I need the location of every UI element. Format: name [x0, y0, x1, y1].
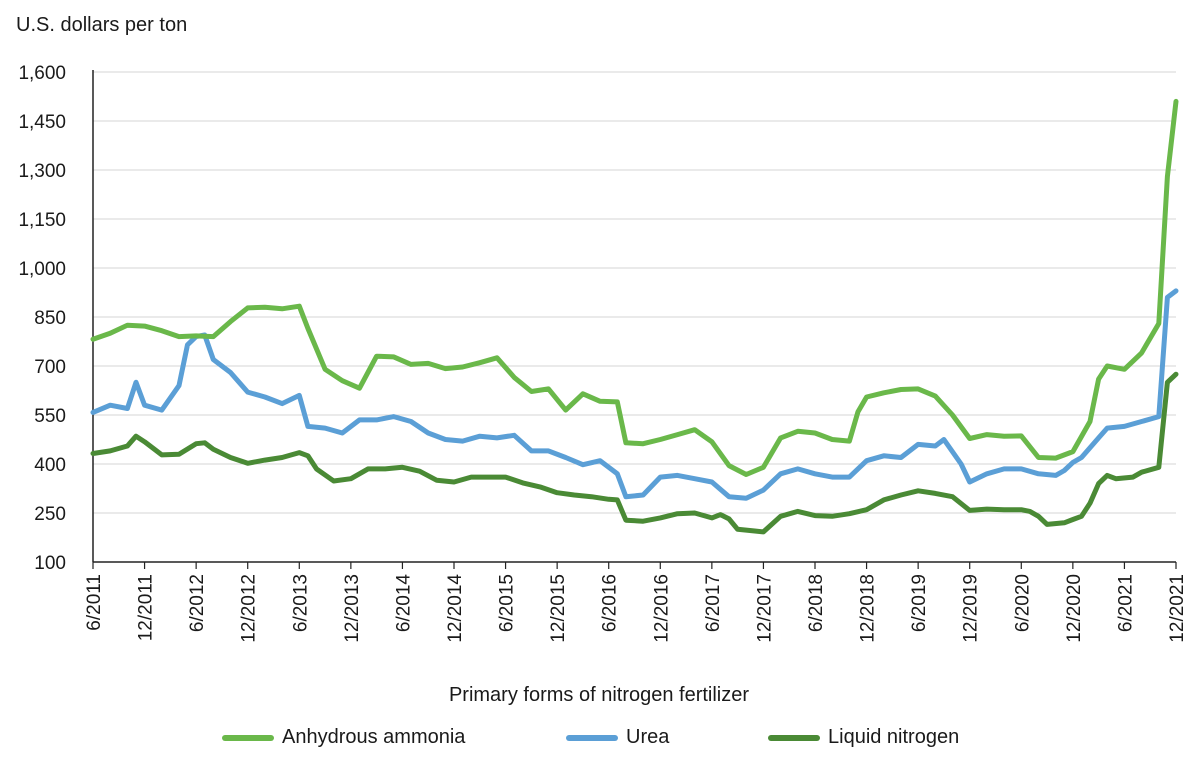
line-chart: 100 250 400 550 700 850 1,000 1,150 1,300 1,450 1,…: [18, 63, 1188, 643]
x-tick-label: 6/2020: [1012, 574, 1033, 632]
x-tick-label: 12/2014: [445, 574, 466, 643]
x-tick-label: 12/2019: [961, 574, 982, 643]
x-tick-label: 12/2021: [1167, 574, 1188, 643]
x-tick-label: 12/2020: [1064, 574, 1085, 643]
x-tick-label: 6/2021: [1115, 574, 1136, 632]
x-tick-label: 12/2017: [754, 574, 775, 643]
y-tick-label: 1,000: [18, 259, 66, 280]
legend-label: Anhydrous ammonia: [282, 726, 466, 748]
x-tick-label: 6/2011: [84, 574, 105, 631]
y-tick-label: 1,150: [18, 210, 66, 231]
series-line-urea: [90, 288, 1179, 501]
legend-swatch: [566, 734, 618, 741]
x-tick-label: 12/2011: [136, 574, 157, 641]
x-tick-label: 6/2018: [806, 574, 827, 632]
series-line-anhydrous-ammonia: [90, 98, 1179, 477]
legend-label: Urea: [626, 726, 670, 748]
y-tick-label: 550: [34, 406, 66, 427]
legend-label: Liquid nitrogen: [828, 726, 960, 748]
x-tick-label: 6/2016: [600, 574, 621, 632]
y-tick-label: 850: [34, 308, 66, 329]
x-tick-label: 6/2015: [497, 574, 518, 632]
x-tick-label: 6/2014: [393, 574, 414, 633]
x-tick-label: 6/2012: [187, 574, 208, 632]
x-tick-labels: 6/2011 12/2011 6/2012 12/2012 6/2013 12/2013 6…: [84, 574, 1188, 643]
y-tick-label: 1,300: [18, 161, 66, 182]
legend-swatch: [222, 734, 274, 741]
gridlines: [93, 71, 1176, 514]
x-tick-label: 6/2019: [909, 574, 930, 632]
axes: [92, 70, 1177, 569]
series-line-liquid-nitrogen: [90, 371, 1179, 535]
y-tick-labels: 100 250 400 550 700 850 1,000 1,150 1,300 1,450 1,…: [18, 63, 66, 574]
x-tick-label: 6/2013: [290, 574, 311, 632]
legend-item-urea: Urea: [566, 726, 669, 749]
y-tick-label: 1,600: [18, 63, 66, 84]
y-axis-label: U.S. dollars per ton: [16, 14, 188, 36]
y-tick-label: 1,450: [18, 112, 66, 133]
y-tick-label: 400: [34, 455, 66, 476]
y-tick-label: 250: [34, 504, 66, 525]
x-tick-label: 12/2013: [342, 574, 363, 643]
x-tick-label: 12/2015: [548, 574, 569, 643]
x-tick-label: 12/2018: [858, 574, 879, 643]
legend-title: Primary forms of nitrogen fertilizer: [448, 684, 750, 706]
series-lines: [90, 98, 1179, 535]
legend-item-anhydrous-ammonia: Anhydrous ammonia: [222, 726, 465, 749]
y-tick-label: 100: [34, 553, 66, 574]
x-tick-label: 6/2017: [703, 574, 724, 632]
legend-swatch: [768, 734, 820, 741]
x-tick-label: 12/2016: [651, 574, 672, 643]
y-tick-label: 700: [34, 357, 66, 378]
legend-item-liquid-nitrogen: Liquid nitrogen: [768, 726, 959, 749]
x-tick-label: 12/2012: [239, 574, 260, 643]
